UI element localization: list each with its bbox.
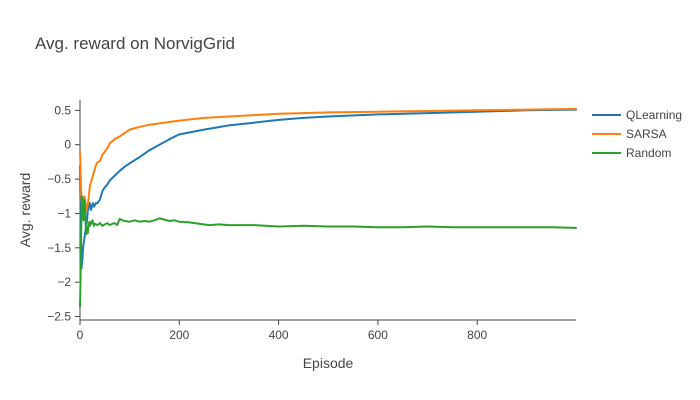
- y-tick-label: −2.5: [47, 310, 71, 324]
- y-axis-title: Avg. reward: [17, 173, 33, 247]
- x-axis-title: Episode: [303, 355, 354, 371]
- legend-item-qlearning[interactable]: QLearning: [592, 108, 682, 122]
- series-lines: [79, 107, 577, 308]
- y-tick-label: −2: [57, 275, 71, 289]
- axes: [79, 100, 576, 321]
- series-line-sarsa: [79, 107, 577, 211]
- y-tick-label: 0.5: [54, 103, 71, 117]
- y-tick-label: 0: [64, 138, 71, 152]
- x-tick-label: 800: [467, 328, 487, 342]
- y-tick-label: −1: [57, 206, 71, 220]
- legend-label: SARSA: [626, 127, 667, 141]
- x-tick-label: 0: [77, 328, 84, 342]
- series-line-random: [79, 195, 577, 308]
- y-ticks: 0.5 0 −0.5 −1 −1.5 −2 −2.5: [47, 103, 80, 324]
- legend-item-sarsa[interactable]: SARSA: [592, 127, 667, 141]
- legend-label: Random: [626, 146, 671, 160]
- chart-title: Avg. reward on NorvigGrid: [35, 34, 235, 53]
- x-tick-label: 600: [368, 328, 388, 342]
- y-tick-label: −0.5: [47, 172, 71, 186]
- legend-label: QLearning: [626, 108, 682, 122]
- x-ticks: 0 200 400 600 800: [77, 320, 488, 342]
- y-tick-label: −1.5: [47, 241, 71, 255]
- series-line-qlearning: [79, 108, 577, 270]
- x-tick-label: 400: [269, 328, 289, 342]
- x-tick-label: 200: [169, 328, 189, 342]
- legend: QLearning SARSA Random: [592, 108, 682, 160]
- legend-item-random[interactable]: Random: [592, 146, 671, 160]
